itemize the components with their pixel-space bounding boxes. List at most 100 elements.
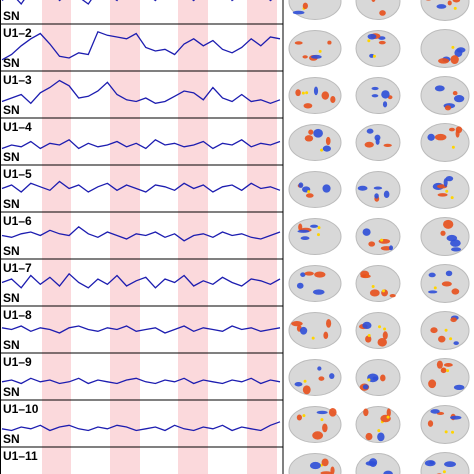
activation-blob: [303, 103, 313, 109]
brain-slice: [420, 76, 470, 115]
activation-blob: [321, 91, 330, 100]
activation-blob: [312, 289, 325, 295]
activation-blob: [427, 133, 435, 141]
activation-blob: [443, 178, 448, 187]
activation-blob: [451, 247, 462, 252]
activation-blob: [424, 460, 436, 467]
activation-blob: [322, 184, 331, 193]
trace: [1, 272, 281, 289]
activation-blob: [443, 363, 453, 367]
activation-peak: [317, 226, 321, 230]
activation-blob: [310, 224, 319, 228]
activation-peak: [451, 430, 455, 434]
activation-peak: [433, 286, 437, 290]
brain-slice: [288, 30, 342, 67]
network-label: SN: [3, 56, 20, 70]
activation-blob: [436, 360, 443, 369]
brain-slice: [288, 312, 342, 349]
activation-peak: [320, 418, 324, 422]
activation-blob: [383, 143, 392, 148]
activation-blob: [375, 138, 380, 145]
activation-peak: [451, 45, 455, 49]
activation-blob: [302, 385, 311, 395]
activation-blob: [383, 190, 390, 199]
activation-blob: [304, 271, 314, 276]
network-label: SN: [3, 103, 20, 117]
activation-peak: [449, 337, 453, 341]
activation-blob: [326, 318, 332, 328]
activation-blob: [440, 230, 446, 236]
activation-peak: [372, 54, 376, 58]
activation-blob: [327, 40, 332, 45]
activation-peak: [450, 196, 454, 200]
activation-blob: [444, 461, 456, 468]
activation-peak: [377, 429, 381, 433]
activation-peak: [305, 91, 309, 95]
activation-peak: [318, 49, 322, 53]
activation-peak: [367, 334, 371, 338]
activation-blob: [313, 128, 323, 138]
activation-blob: [448, 127, 455, 132]
brain-slice: [288, 0, 342, 20]
activation-peak: [446, 369, 450, 373]
activation-blob: [322, 423, 328, 433]
network-label: SN: [3, 150, 20, 164]
activation-blob: [310, 54, 322, 59]
component-label: U1–10: [3, 402, 39, 416]
activation-blob: [383, 470, 393, 474]
brain-slice: [355, 218, 401, 255]
trace: [1, 139, 281, 150]
activation-blob: [297, 229, 310, 233]
activation-blob: [330, 466, 335, 474]
activation-blob: [386, 408, 391, 417]
activation-peak: [451, 145, 455, 149]
activation-blob: [380, 374, 386, 382]
activation-blob: [317, 366, 322, 371]
brain-slice: [355, 0, 401, 20]
network-label: SN: [3, 244, 20, 258]
activation-blob: [373, 186, 383, 190]
activation-blob: [357, 185, 368, 191]
activation-blob: [363, 408, 369, 417]
component-label: U1–8: [3, 308, 32, 322]
trace: [1, 30, 281, 61]
stimulus-blocks: [42, 0, 277, 474]
brain-slice: [288, 218, 342, 255]
activation-blob: [298, 182, 304, 188]
activation-blob: [322, 145, 331, 152]
activation-blob: [318, 376, 325, 381]
activation-blob: [300, 236, 310, 241]
activation-blob: [368, 458, 378, 467]
activation-peak: [371, 284, 375, 288]
brain-slice: [288, 359, 342, 396]
activation-blob: [382, 101, 388, 108]
activation-blob: [440, 367, 447, 374]
activation-blob: [302, 2, 308, 10]
activation-peak: [444, 430, 448, 434]
brain-slice: [420, 170, 470, 209]
activation-blob: [377, 337, 387, 347]
component-label: U1–11: [3, 449, 38, 463]
brain-slice: [288, 171, 342, 208]
activation-blob: [309, 461, 321, 470]
activation-blob: [314, 271, 326, 278]
activation-peak: [311, 336, 315, 340]
activation-blob: [441, 281, 452, 287]
activation-blob: [450, 239, 461, 247]
activation-peak: [444, 328, 448, 332]
activation-blob: [445, 175, 454, 182]
activation-blob: [374, 193, 379, 199]
activation-peak: [367, 39, 371, 43]
activation-blob: [438, 335, 446, 343]
brain-slice: [288, 77, 342, 114]
activation-blob: [296, 414, 303, 421]
trace: [1, 180, 281, 193]
activation-blob: [372, 376, 379, 381]
activation-blob: [368, 241, 376, 247]
activation-blob: [371, 86, 379, 91]
activation-peak: [380, 238, 384, 242]
activation-blob: [308, 129, 314, 135]
activation-blob: [428, 379, 437, 389]
activation-blob: [295, 89, 301, 97]
trace: [1, 225, 281, 242]
